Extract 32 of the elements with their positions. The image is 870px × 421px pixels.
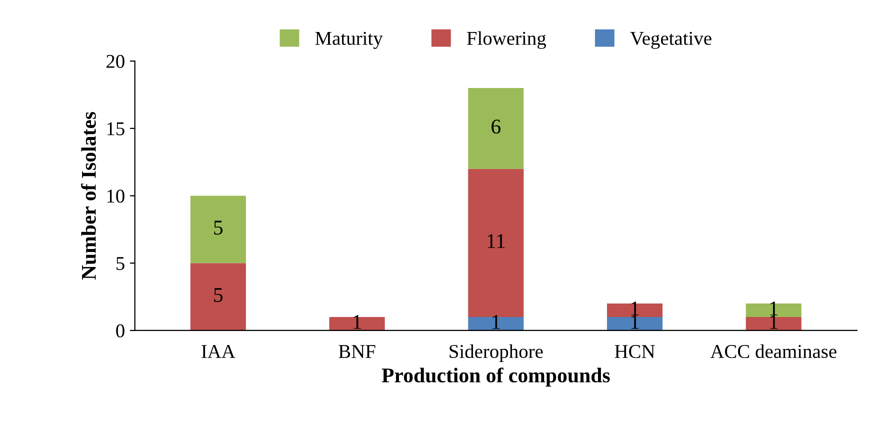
x-tick-label: Siderophore bbox=[450, 344, 543, 362]
y-tick-label: 0 bbox=[116, 324, 124, 338]
legend-label: Maturity bbox=[315, 32, 383, 49]
x-tick-label: HCN bbox=[614, 344, 655, 358]
bar bbox=[190, 196, 246, 264]
bar bbox=[468, 88, 524, 169]
y-tick-label: 10 bbox=[107, 190, 124, 203]
bar bbox=[746, 317, 802, 330]
data-label: 1 bbox=[631, 302, 639, 316]
data-label: 5 bbox=[214, 220, 223, 235]
y-axis-title: Number of Isolates bbox=[81, 112, 96, 280]
bar bbox=[468, 317, 524, 330]
bar bbox=[606, 317, 663, 330]
y-tick-label: 20 bbox=[106, 54, 124, 68]
x-axis-title: Production of compounds bbox=[382, 368, 610, 387]
data-label: 6 bbox=[492, 120, 500, 134]
y-tick-label: 15 bbox=[107, 122, 124, 136]
data-label: 11 bbox=[488, 234, 505, 248]
data-label: 1 bbox=[631, 315, 639, 329]
y-tick-label: 5 bbox=[116, 257, 124, 270]
bar bbox=[190, 263, 246, 330]
legend-label: Vegetative bbox=[630, 32, 712, 49]
bar bbox=[329, 317, 385, 330]
data-label: 1 bbox=[770, 315, 778, 329]
data-label: 1 bbox=[770, 302, 778, 316]
x-tick-label: ACC deaminase bbox=[710, 344, 836, 358]
x-tick-label: BNF bbox=[338, 345, 376, 358]
x-tick-label: IAA bbox=[202, 345, 236, 358]
data-label: 5 bbox=[214, 288, 223, 302]
data-label: 1 bbox=[354, 315, 361, 329]
legend-label: Flowering bbox=[466, 31, 546, 49]
data-label: 1 bbox=[492, 315, 500, 329]
